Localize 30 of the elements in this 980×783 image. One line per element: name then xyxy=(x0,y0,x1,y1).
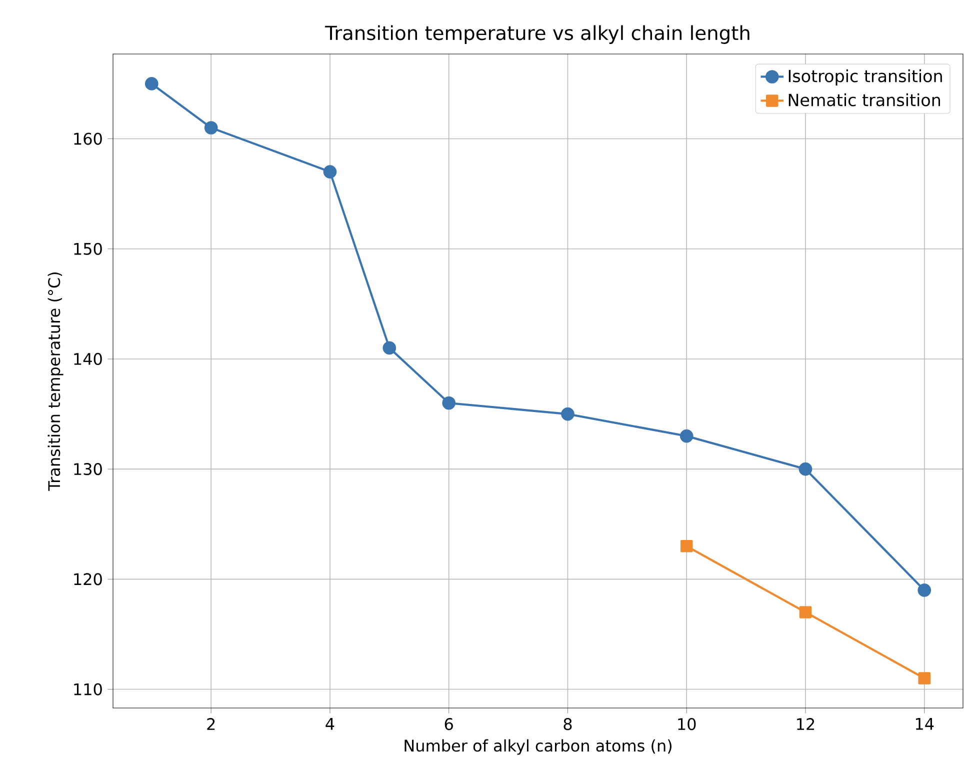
point xyxy=(382,341,396,355)
y-tick-label: 130 xyxy=(74,463,102,476)
point xyxy=(799,606,812,618)
y-tick-label: 120 xyxy=(74,573,102,586)
x-tick-label: 14 xyxy=(916,718,934,730)
point xyxy=(204,121,218,134)
y-axis-title: Transition temperature (°C) xyxy=(48,272,64,491)
y-tick-label: 160 xyxy=(74,132,102,145)
x-axis-title: Number of alkyl carbon atoms (n) xyxy=(404,739,672,755)
point xyxy=(323,165,337,178)
x-tick-label: 12 xyxy=(797,718,814,730)
x-tick-label: 10 xyxy=(678,718,696,730)
chart-title: Transition temperature vs alkyl chain length xyxy=(325,25,750,44)
y-tick-label: 140 xyxy=(74,352,102,366)
point xyxy=(561,407,574,421)
point xyxy=(918,584,932,597)
legend-label: Nematic transition xyxy=(788,93,940,106)
point xyxy=(680,429,694,443)
x-tick-label: 6 xyxy=(444,718,453,730)
point xyxy=(680,540,693,552)
point xyxy=(918,672,931,684)
x-tick-label: 8 xyxy=(564,718,572,730)
point xyxy=(798,462,812,476)
point xyxy=(442,396,456,410)
point xyxy=(144,77,158,90)
x-tick-label: 2 xyxy=(207,718,215,730)
x-tick-label: 4 xyxy=(326,718,334,730)
legend-label: Isotropic transition xyxy=(788,69,942,86)
y-tick-label: 150 xyxy=(74,242,102,255)
y-tick-label: 110 xyxy=(74,683,102,696)
